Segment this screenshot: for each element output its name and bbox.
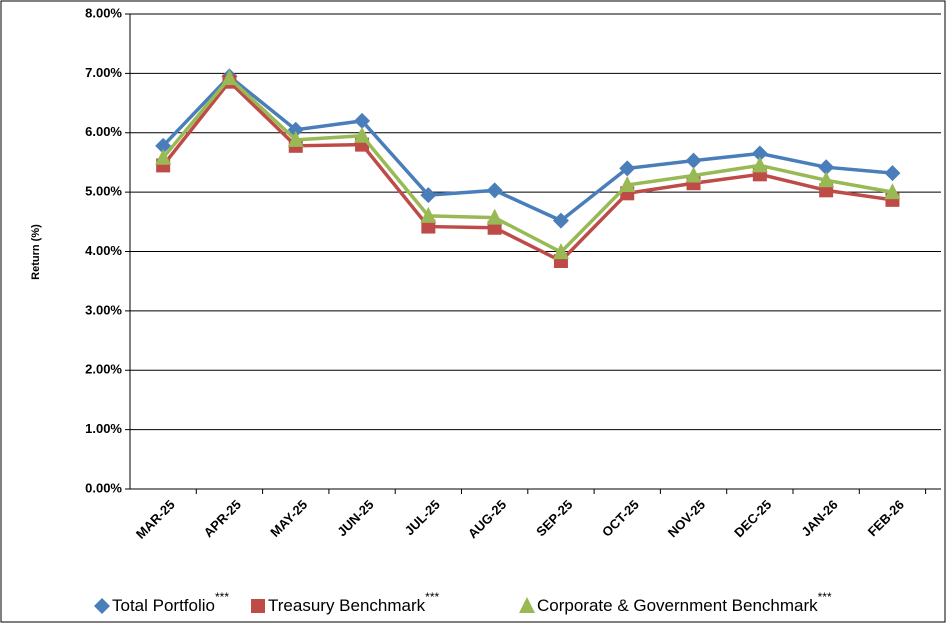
legend-superscript: ***	[818, 590, 832, 604]
x-tick-label: AUG-25	[465, 497, 509, 541]
marker	[155, 137, 172, 154]
marker	[251, 599, 265, 613]
legend-name: Total Portfolio	[112, 596, 215, 615]
y-tick-label: 6.00%	[85, 124, 122, 139]
y-tick-label: 7.00%	[85, 65, 122, 80]
marker	[221, 69, 238, 86]
marker	[421, 219, 436, 234]
y-tick-label: 5.00%	[85, 184, 122, 199]
x-tick-label: MAY-25	[267, 497, 310, 540]
marker	[552, 243, 569, 260]
marker	[751, 156, 768, 173]
series-line	[161, 74, 893, 223]
series-line	[161, 79, 893, 263]
y-tick-label: 8.00%	[85, 5, 122, 20]
x-tick-label: OCT-25	[599, 497, 642, 540]
legend-name: Treasury Benchmark	[268, 596, 426, 615]
marker	[287, 130, 304, 147]
legend-label: Total Portfolio***	[112, 590, 229, 615]
x-tick-label: MAR-25	[133, 497, 178, 542]
marker	[685, 166, 702, 183]
y-tick-label: 0.00%	[85, 480, 122, 495]
marker	[420, 187, 437, 204]
marker	[619, 176, 636, 192]
marker	[751, 145, 768, 162]
series-line	[161, 76, 893, 254]
marker	[552, 212, 569, 229]
x-tick-label: APR-25	[201, 497, 244, 540]
y-tick-label: 4.00%	[85, 243, 122, 258]
y-tick-label: 2.00%	[85, 362, 122, 377]
marker	[818, 159, 835, 176]
marker	[354, 112, 371, 129]
marker	[420, 206, 437, 223]
y-tick-label: 3.00%	[85, 302, 122, 317]
marker	[519, 597, 535, 613]
marker	[884, 183, 901, 200]
marker	[155, 148, 172, 165]
y-axis-label: Return (%)	[30, 224, 42, 280]
x-tick-label: JUL-25	[402, 497, 443, 538]
legend-name: Corporate & Government Benchmark	[537, 596, 818, 615]
x-tick-label: JAN-26	[798, 497, 840, 539]
y-tick-label: 1.00%	[85, 421, 122, 436]
x-tick-label: NOV-25	[665, 497, 708, 540]
x-tick-label: SEP-25	[533, 497, 575, 539]
x-tick-label: FEB-26	[865, 497, 907, 539]
marker	[354, 126, 371, 143]
marker	[884, 165, 901, 182]
marker	[685, 152, 702, 169]
marker	[486, 182, 503, 199]
marker	[818, 171, 835, 188]
legend-superscript: ***	[215, 590, 229, 604]
marker	[619, 160, 636, 177]
x-tick-label: JUN-25	[334, 497, 376, 539]
legend-label: Corporate & Government Benchmark***	[537, 590, 832, 615]
marker	[94, 598, 110, 614]
legend-label: Treasury Benchmark***	[268, 590, 439, 615]
x-tick-label: DEC-25	[731, 497, 774, 540]
marker	[486, 208, 503, 225]
legend-superscript: ***	[425, 590, 439, 604]
